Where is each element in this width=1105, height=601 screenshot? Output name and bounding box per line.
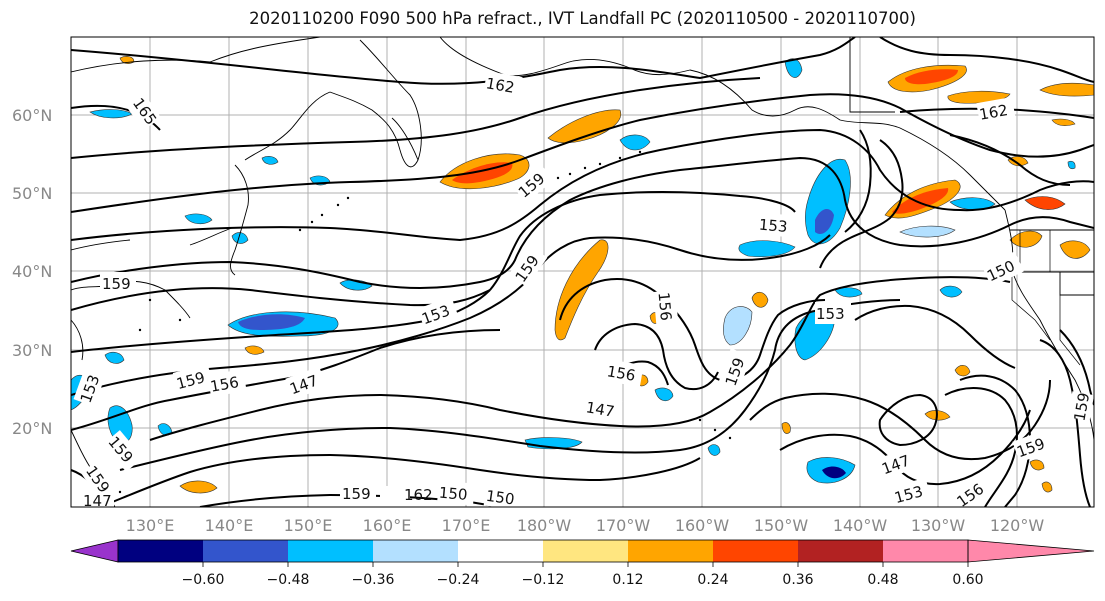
contour-label: 162 <box>978 101 1009 124</box>
latitude-labels: 60°N 50°N 40°N 30°N 20°N <box>12 106 52 438</box>
colorbar-segment <box>203 540 288 562</box>
lon-label: 130°W <box>911 516 966 535</box>
colorbar-tick-label: 0.36 <box>782 572 813 588</box>
lon-label: 170°W <box>596 516 651 535</box>
lat-label-20n: 20°N <box>12 419 52 438</box>
lon-label: 160°E <box>363 516 412 535</box>
plot-frame <box>70 36 1095 508</box>
contour-label: 153 <box>816 305 845 323</box>
colorbar-tick-label: 0.48 <box>867 572 898 588</box>
contour-label: 159 <box>342 485 371 503</box>
contour-label: 150 <box>485 487 516 509</box>
lon-label: 120°W <box>990 516 1045 535</box>
lat-label-40n: 40°N <box>12 262 52 281</box>
contour-label: 153 <box>758 216 788 236</box>
colorbar-tick-label: 0.12 <box>612 572 643 588</box>
colorbar-segment <box>118 540 203 562</box>
lon-label: 140°E <box>205 516 254 535</box>
lat-label-60n: 60°N <box>12 106 52 125</box>
colorbar-tick-label: −0.24 <box>437 572 480 588</box>
contour-label: 156 <box>606 362 637 385</box>
colorbar-segment <box>373 540 458 562</box>
lon-label: 150°E <box>284 516 333 535</box>
colorbar-segment <box>883 540 968 562</box>
colorbar-segment <box>458 540 543 562</box>
refractivity-contours <box>71 37 1094 507</box>
lon-label: 160°W <box>675 516 730 535</box>
contour-label: 156 <box>655 291 675 321</box>
colorbar: −0.60 −0.48 −0.36 −0.24 −0.12 0.12 0.24 … <box>70 539 1095 588</box>
colorbar-segment <box>288 540 373 562</box>
colorbar-min-extension <box>70 539 119 563</box>
colorbar-segment <box>798 540 883 562</box>
political-borders <box>1011 230 1081 366</box>
contour-label: 156 <box>209 373 240 396</box>
lon-label: 150°W <box>754 516 809 535</box>
contour-label: 150 <box>438 484 468 504</box>
colorbar-segment <box>628 540 713 562</box>
lon-label: 140°W <box>833 516 888 535</box>
colorbar-tick-label: −0.60 <box>182 572 225 588</box>
colorbar-segment <box>713 540 798 562</box>
map-title: 2020110200 F090 500 hPa refract., IVT La… <box>249 9 916 28</box>
colorbar-segment <box>543 540 628 562</box>
colorbar-tick-label: 0.60 <box>952 572 983 588</box>
longitude-labels: 130°E 140°E 150°E 160°E 170°E 180°W 170°… <box>126 516 1045 535</box>
colorbar-max-extension <box>967 539 1095 563</box>
contour-label: 162 <box>404 486 433 504</box>
lat-label-30n: 30°N <box>12 341 52 360</box>
contour-label: 147 <box>83 492 112 510</box>
colorbar-tick-label: 0.24 <box>697 572 728 588</box>
contour-label: 147 <box>585 398 616 421</box>
lon-label: 130°E <box>126 516 175 535</box>
lat-label-50n: 50°N <box>12 184 52 203</box>
colorbar-tick-label: −0.48 <box>267 572 310 588</box>
contour-label: 159 <box>102 275 131 293</box>
colorbar-tick-label: −0.12 <box>522 572 565 588</box>
negative-anomaly-shading <box>71 58 1076 484</box>
lon-label: 170°E <box>442 516 491 535</box>
colorbar-tick-label: −0.36 <box>352 572 395 588</box>
contour-label: 162 <box>485 74 516 97</box>
lon-label: 180°W <box>517 516 572 535</box>
contour-label: 159 <box>1071 391 1094 422</box>
